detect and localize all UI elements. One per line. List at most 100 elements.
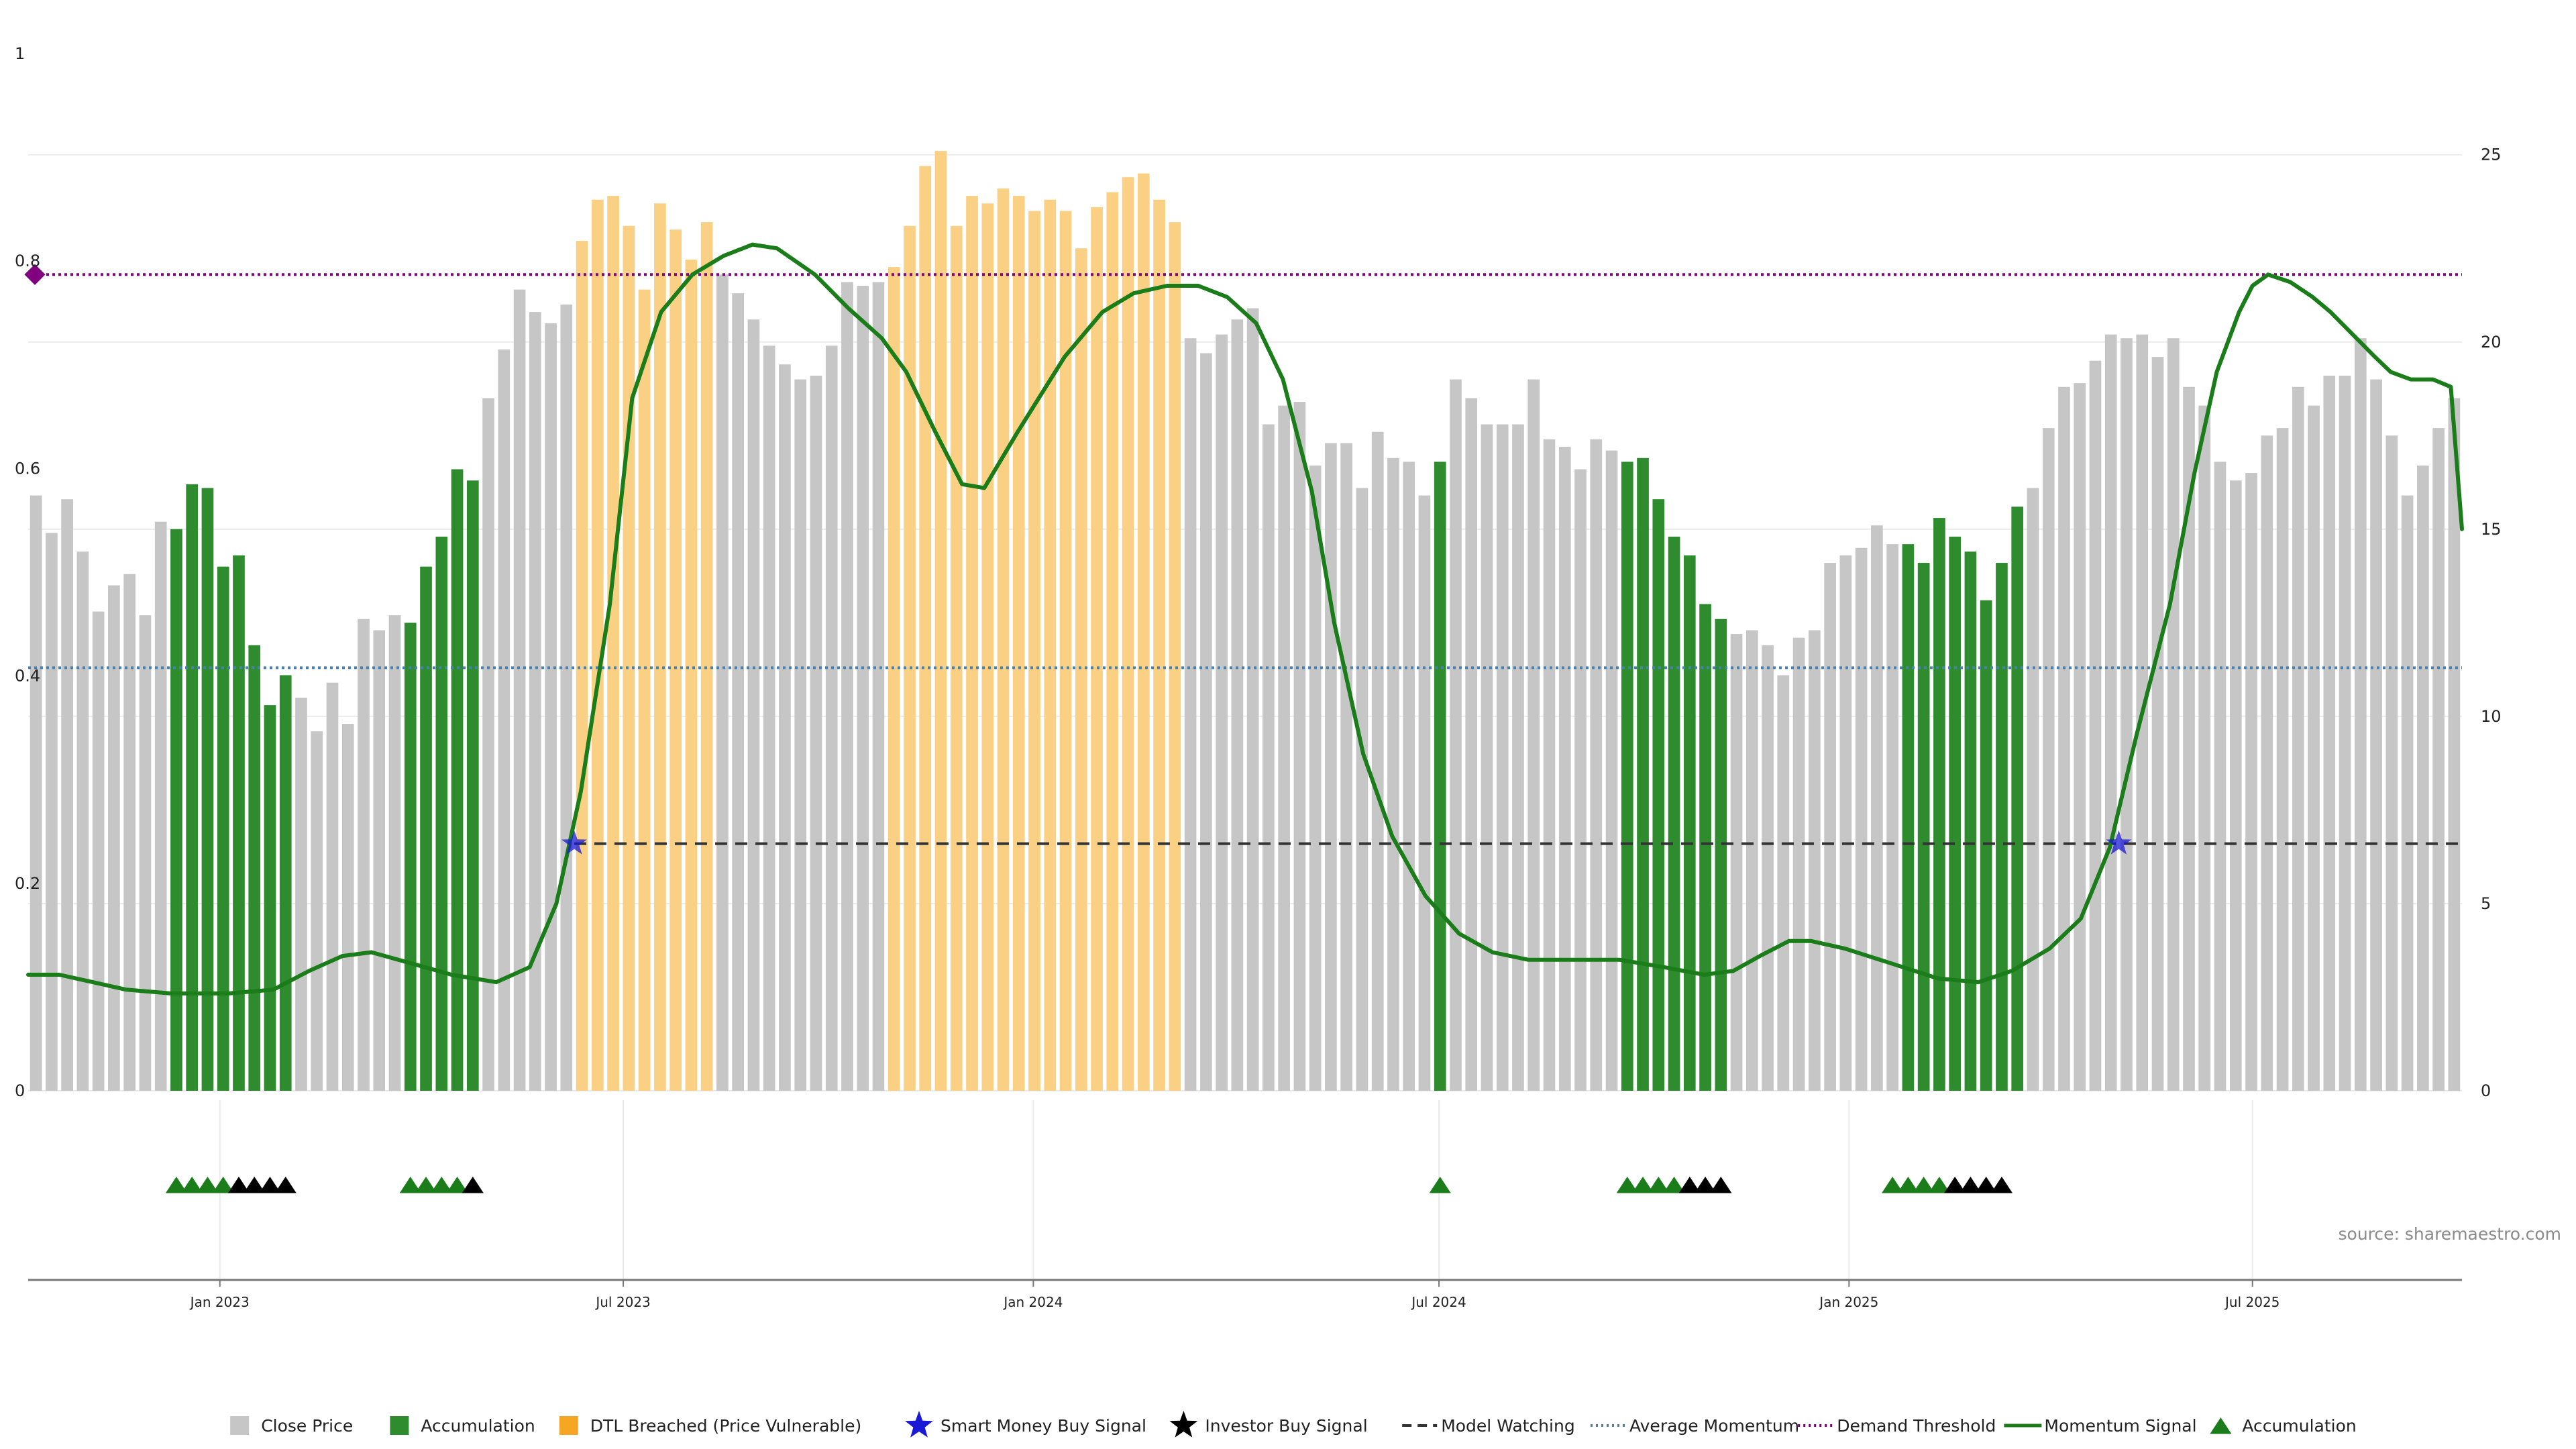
investor-buy-triangle xyxy=(259,1177,281,1193)
price-bar xyxy=(1106,192,1119,1091)
price-bar xyxy=(1558,447,1571,1091)
legend-item: Demand Threshold xyxy=(1798,1416,1996,1436)
x-tick-label: Jan 2023 xyxy=(189,1294,250,1310)
price-bar xyxy=(1809,630,1821,1091)
price-bar xyxy=(1996,563,2008,1091)
legend-item: Smart Money Buy Signal xyxy=(905,1411,1146,1438)
price-bar xyxy=(217,566,229,1091)
price-bar xyxy=(1902,544,1915,1091)
price-bar xyxy=(388,615,401,1091)
smart-money-buy-star xyxy=(2106,830,2132,855)
price-bar xyxy=(1075,248,1087,1091)
price-bar xyxy=(1450,379,1462,1091)
right-tick-label: 15 xyxy=(2481,520,2502,539)
accumulation-triangle xyxy=(1913,1177,1935,1193)
price-bar xyxy=(451,469,464,1091)
price-bar xyxy=(1574,469,1587,1091)
price-bar xyxy=(1371,431,1384,1091)
price-bar xyxy=(981,203,994,1091)
price-bar xyxy=(358,619,370,1091)
price-bar xyxy=(560,304,573,1091)
price-bar xyxy=(607,196,619,1091)
accumulation-triangle xyxy=(1882,1177,1904,1193)
legend-label: Smart Money Buy Signal xyxy=(941,1416,1146,1436)
price-bar xyxy=(2089,360,2102,1091)
price-bar xyxy=(2074,383,2086,1091)
accumulation-triangle xyxy=(212,1177,234,1193)
price-bar xyxy=(732,293,745,1091)
price-bar xyxy=(716,274,729,1091)
price-bar xyxy=(685,259,698,1091)
x-tick-label: Jul 2023 xyxy=(594,1294,650,1310)
legend-item: Investor Buy Signal xyxy=(1169,1411,1368,1438)
price-bar xyxy=(1028,211,1040,1091)
price-bar xyxy=(779,364,791,1091)
smart-money-buy-star xyxy=(561,830,587,855)
price-bar xyxy=(92,611,105,1091)
price-bar xyxy=(576,241,588,1091)
investor-buy-triangle xyxy=(274,1177,297,1193)
investor-buy-triangle xyxy=(1710,1177,1732,1193)
accumulation-triangle xyxy=(1616,1177,1638,1193)
price-bar xyxy=(1293,402,1306,1091)
price-bar xyxy=(420,566,432,1091)
price-bars xyxy=(30,151,2461,1091)
left-tick-label: 0.4 xyxy=(15,667,40,686)
price-bar xyxy=(466,480,479,1091)
price-bar xyxy=(311,731,323,1091)
price-bar xyxy=(1340,443,1353,1091)
price-bar xyxy=(2261,435,2273,1091)
price-bar xyxy=(30,495,42,1091)
price-bar xyxy=(1496,424,1509,1091)
square-icon xyxy=(230,1416,250,1435)
legend-label: DTL Breached (Price Vulnerable) xyxy=(590,1416,861,1436)
price-bar xyxy=(1481,424,1493,1091)
price-bar xyxy=(950,225,963,1091)
left-tick-label: 0.2 xyxy=(15,874,40,893)
price-bar xyxy=(513,289,526,1091)
investor-buy-triangle xyxy=(462,1177,484,1193)
price-bar xyxy=(233,555,245,1091)
price-bar xyxy=(1512,424,1524,1091)
investor-buy-triangle xyxy=(1678,1177,1701,1193)
price-bar xyxy=(295,697,307,1091)
accumulation-triangle xyxy=(415,1177,437,1193)
left-tick-label: 0.6 xyxy=(15,459,40,478)
price-bar xyxy=(1387,458,1399,1091)
accumulation-triangle xyxy=(1897,1177,1919,1193)
legend-item: DTL Breached (Price Vulnerable) xyxy=(559,1416,861,1436)
price-bar xyxy=(1527,379,1540,1091)
square-icon xyxy=(559,1416,578,1435)
right-tick-label: 25 xyxy=(2481,146,2502,164)
price-bar xyxy=(529,312,541,1091)
price-bar xyxy=(1231,319,1244,1091)
price-bar xyxy=(1325,443,1337,1091)
price-bar xyxy=(841,282,853,1091)
x-tick-label: Jan 2025 xyxy=(1818,1294,1878,1310)
price-bar xyxy=(1964,551,1977,1091)
price-bar xyxy=(888,267,900,1091)
price-bar xyxy=(638,289,651,1091)
price-bar xyxy=(326,682,339,1091)
price-bar xyxy=(872,282,885,1091)
price-bar xyxy=(1590,439,1603,1091)
accumulation-triangle xyxy=(1928,1177,1951,1193)
price-bar xyxy=(2276,428,2289,1091)
price-bar xyxy=(934,151,947,1091)
price-bar xyxy=(1777,675,1790,1091)
price-bar xyxy=(919,166,932,1091)
price-bar xyxy=(763,345,775,1091)
demand-threshold-marker xyxy=(24,264,46,285)
price-bar xyxy=(2027,488,2039,1091)
legend-label: Demand Threshold xyxy=(1837,1416,1996,1436)
gridlines xyxy=(28,154,2462,1279)
price-bar xyxy=(1153,199,1165,1091)
accumulation-triangle xyxy=(1429,1177,1451,1193)
accumulation-triangle xyxy=(431,1177,453,1193)
price-bar xyxy=(1762,645,1774,1091)
price-bar xyxy=(1730,634,1743,1091)
source-label: source: sharemaestro.com xyxy=(2339,1224,2562,1244)
price-bar xyxy=(61,499,73,1091)
